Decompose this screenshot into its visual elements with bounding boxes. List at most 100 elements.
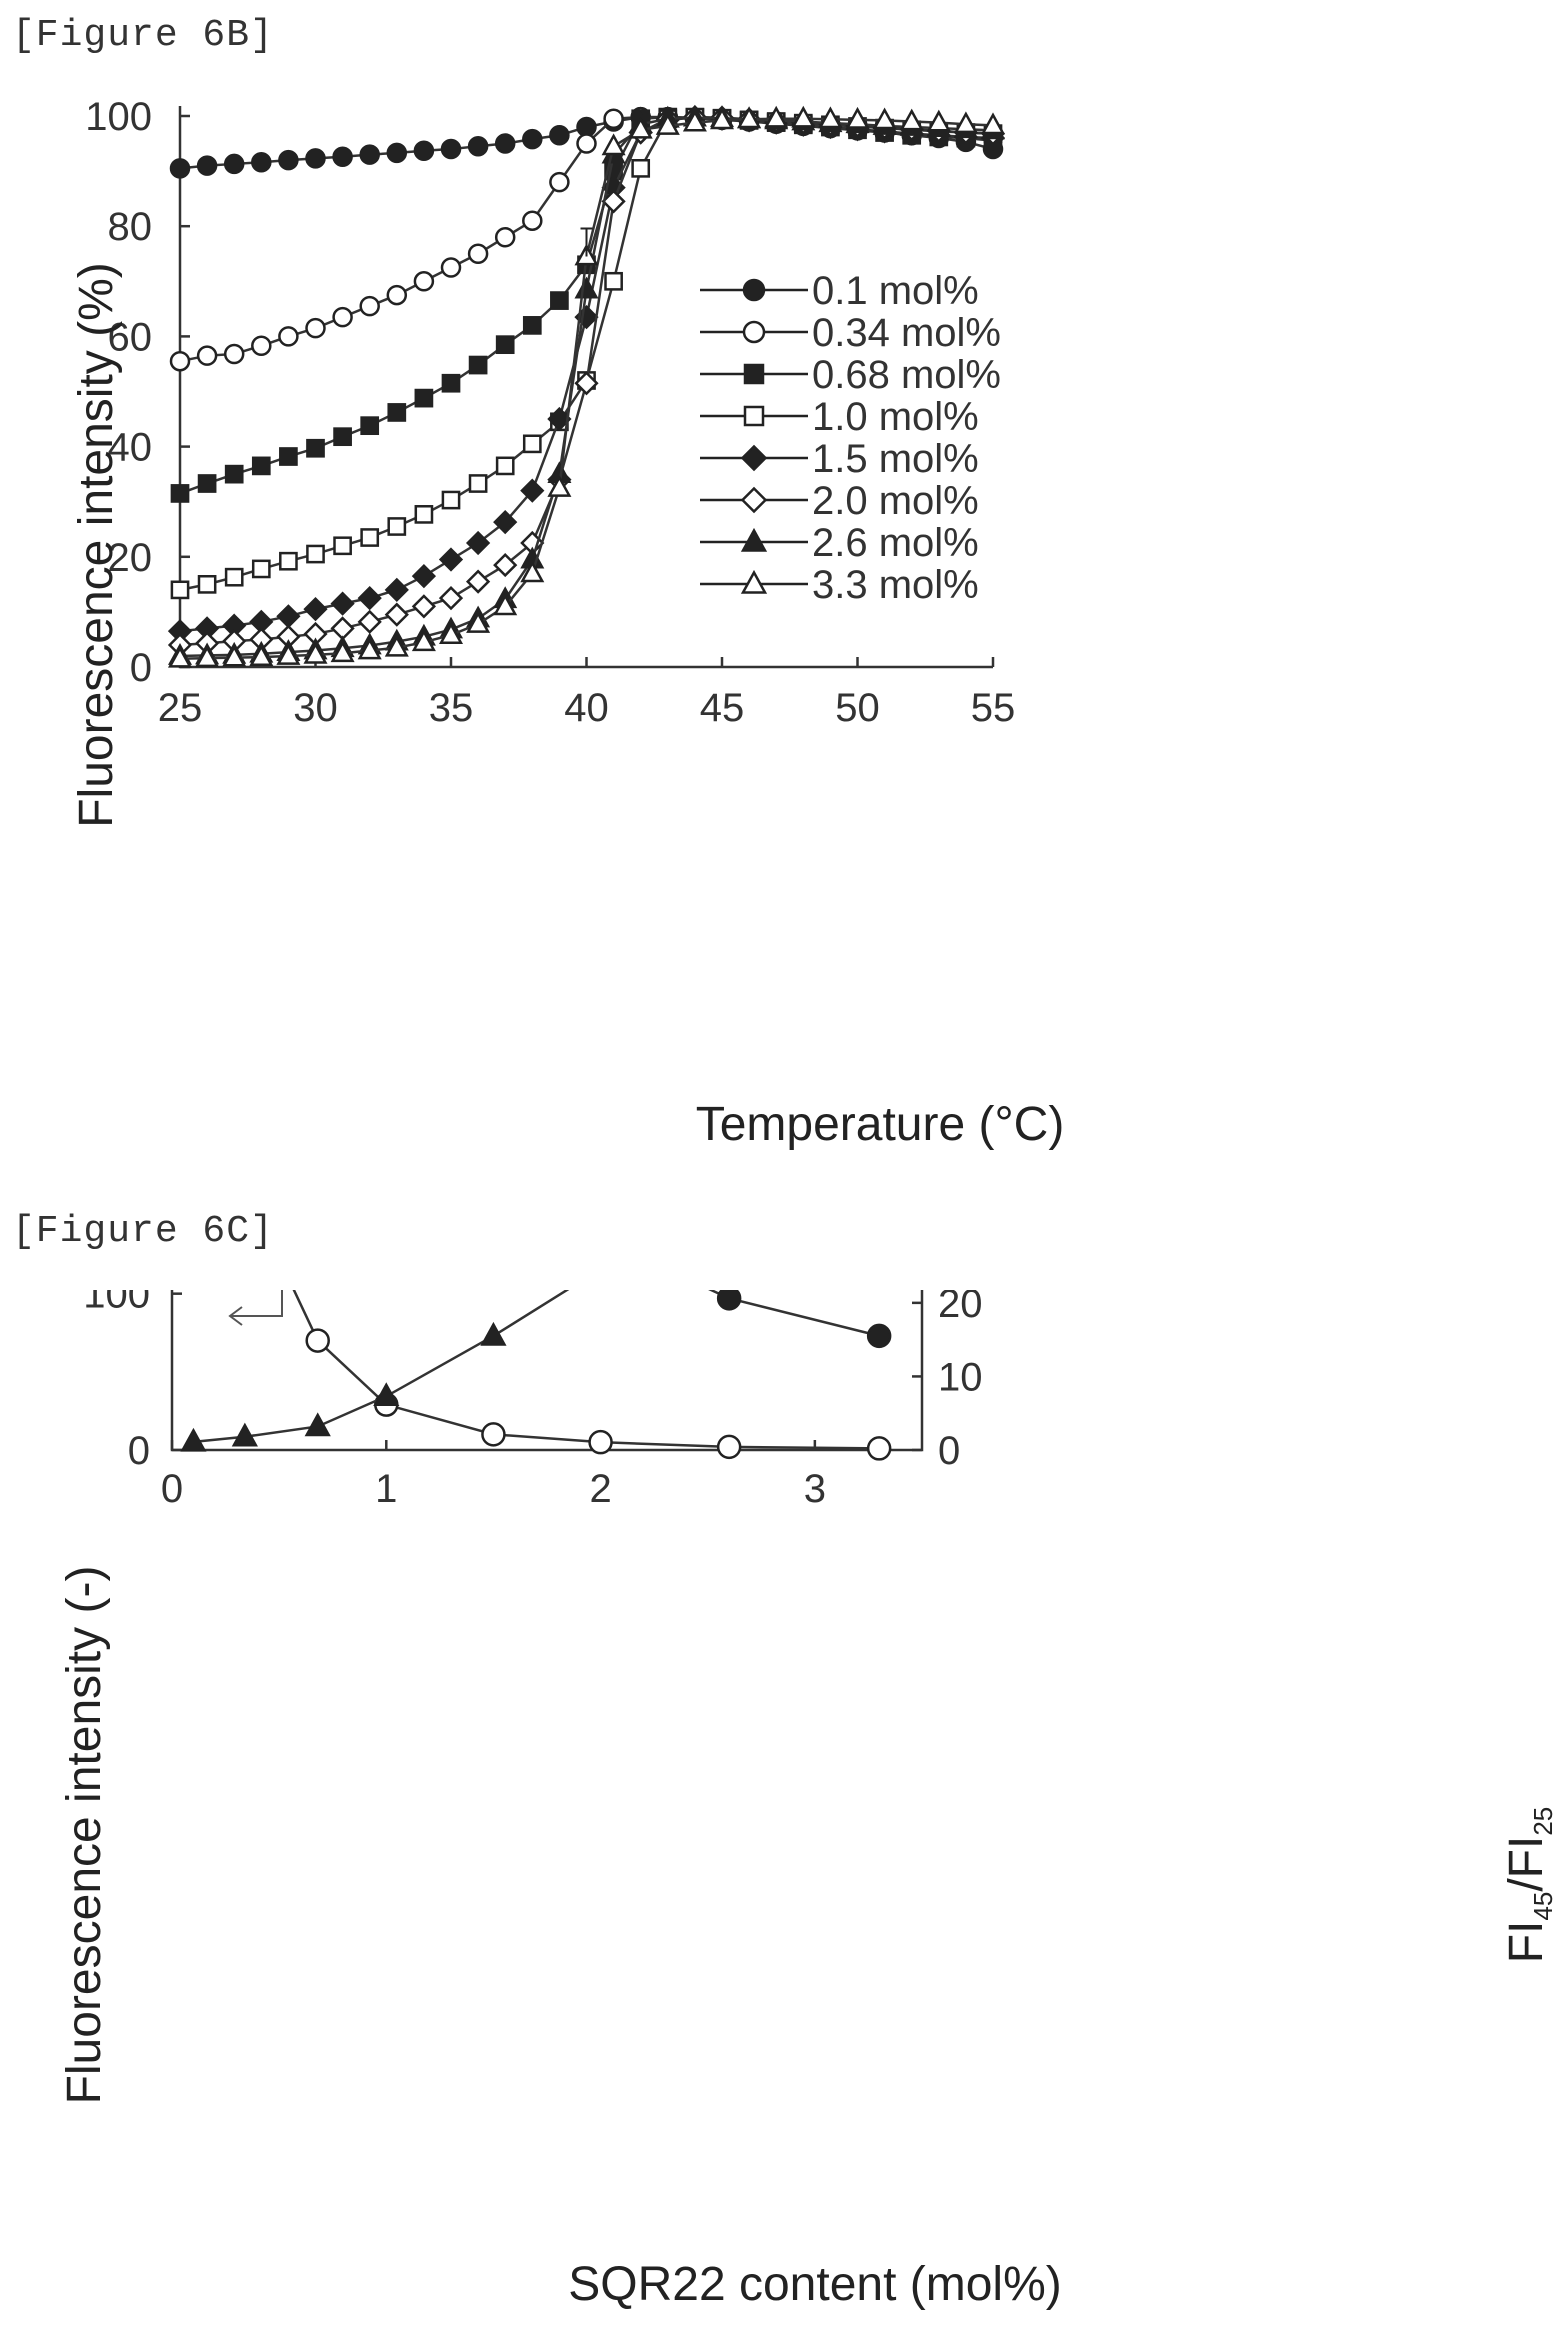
point-s7-18 [655, 112, 680, 135]
point-s7-8 [384, 634, 409, 657]
point-s5-8 [384, 602, 409, 627]
chart-6c-y-axis-title: Fluorescence intensity (-) [58, 1566, 111, 2105]
point-s5-16 [601, 189, 626, 214]
chart-6c-x-axis-title: SQR22 content (mol%) [568, 2258, 1062, 2311]
series-7 [167, 105, 1006, 668]
point-s3-0 [170, 580, 190, 600]
point-s1-5 [305, 317, 326, 339]
point-s1-13 [522, 210, 543, 231]
point-s2-10 [441, 373, 461, 393]
point-s1-3 [251, 335, 272, 357]
chart-6b: 0 20 40 60 80 100 25 30 35 40 45 50 55 0.1 mol%0.34 m… [70, 95, 1065, 1151]
legend-marker-5 [740, 486, 768, 514]
point-s0-11 [467, 136, 489, 157]
point-s1-0 [169, 350, 191, 372]
figure-6b-label: [Figure 6B] [12, 14, 274, 57]
point-s7-16 [601, 133, 626, 156]
point-s3-11 [468, 474, 488, 493]
y2-tick-label-20: 20 [938, 1290, 983, 1326]
point-s2-0 [180, 1427, 207, 1452]
point-s1-14 [549, 171, 570, 193]
point-s5-10 [438, 586, 464, 611]
point-s7-30 [980, 112, 1006, 135]
point-s1-5 [588, 1429, 613, 1455]
legend-label-4: 1.5 mol% [812, 437, 979, 481]
point-s2-5 [306, 438, 325, 458]
legend-marker-1 [742, 320, 766, 344]
x-tick-label-2: 2 [589, 1467, 611, 1511]
y2-tick-label-10: 10 [938, 1355, 983, 1399]
point-s1-1 [196, 345, 218, 366]
y-tick-label-0: 0 [130, 646, 152, 690]
point-s3-4 [279, 551, 298, 571]
legend-marker-3 [743, 405, 765, 427]
series-line-2 [193, 1290, 570, 1444]
point-s1-6 [332, 306, 353, 328]
point-s2-9 [414, 388, 434, 408]
point-s1-4 [481, 1422, 506, 1447]
point-s3-3 [251, 559, 271, 579]
point-s5-11 [465, 569, 491, 594]
point-s2-4 [480, 1321, 507, 1346]
point-s7-21 [737, 106, 762, 129]
point-s2-2 [304, 1412, 331, 1437]
series-line-1 [292, 1290, 880, 1450]
legend-label-6: 2.6 mol% [812, 521, 979, 565]
x-tick-label-30: 30 [293, 686, 338, 730]
point-s4-13 [520, 478, 545, 503]
point-s3-12 [495, 456, 515, 476]
series-1 [292, 1290, 892, 1461]
point-s2-1 [231, 1422, 258, 1447]
point-s1-8 [386, 284, 408, 306]
point-s0-13 [522, 128, 543, 150]
left-axis-arrow-25 [228, 1290, 283, 1326]
point-s2-14 [550, 291, 569, 310]
legend-label-7: 3.3 mol% [812, 563, 979, 607]
point-s4-11 [465, 530, 491, 556]
point-s7-24 [818, 106, 843, 129]
figure-6c-label: [Figure 6C] [12, 1210, 274, 1253]
point-s7-6 [330, 640, 355, 663]
point-s4-6 [330, 591, 355, 616]
y-tick-label-100: 100 [83, 1290, 150, 1317]
x-tick-label-50: 50 [835, 686, 880, 730]
point-s3-2 [224, 567, 244, 587]
point-s0-6 [716, 1290, 742, 1311]
y2-title-sub1: 45 [1528, 1892, 1558, 1921]
legend-label-2: 0.68 mol% [812, 353, 1001, 397]
point-s7-17 [628, 116, 653, 139]
chart-6b-y-axis-title: Fluorescence intensity (%) [70, 262, 123, 828]
y-tick-label-20: 20 [108, 536, 153, 580]
series-2 [180, 1290, 570, 1452]
point-s2-11 [468, 355, 488, 375]
y-tick-label-80: 80 [108, 205, 153, 249]
point-s0-9 [413, 140, 435, 161]
chart-6c-y2-axis-title: FI45/FI25 [1500, 1807, 1558, 1964]
legend-marker-6 [740, 527, 768, 552]
y-tick-label-0: 0 [128, 1429, 150, 1473]
y-tick-label-100: 100 [85, 95, 152, 139]
point-s7-10 [438, 622, 464, 644]
legend-marker-7 [740, 569, 768, 594]
legend-marker-0 [742, 278, 766, 302]
point-s3-7 [360, 528, 380, 547]
point-s0-7 [359, 144, 380, 165]
x-tick-label-25: 25 [158, 686, 203, 730]
chart-6c: 0100200300010203040506070012345 °C25 °C … [58, 1290, 1558, 2311]
point-s4-10 [438, 547, 464, 572]
point-s2-12 [495, 335, 515, 355]
point-s7-25 [845, 106, 870, 129]
point-s0-7 [866, 1323, 892, 1349]
point-s3-16 [604, 271, 623, 291]
point-s4-5 [303, 597, 328, 622]
point-s2-13 [522, 316, 542, 335]
point-s2-6 [333, 427, 352, 447]
point-s7-2 [222, 644, 247, 667]
y2-title-main: FI [1500, 1921, 1553, 1964]
legend-label-0: 0.1 mol% [812, 269, 979, 313]
point-s7-3 [249, 644, 274, 666]
chart-6b-x-axis-title: Temperature (°C) [696, 1098, 1065, 1151]
point-s7-5 [303, 641, 328, 664]
point-s2-8 [387, 403, 407, 422]
point-s0-14 [549, 125, 570, 146]
